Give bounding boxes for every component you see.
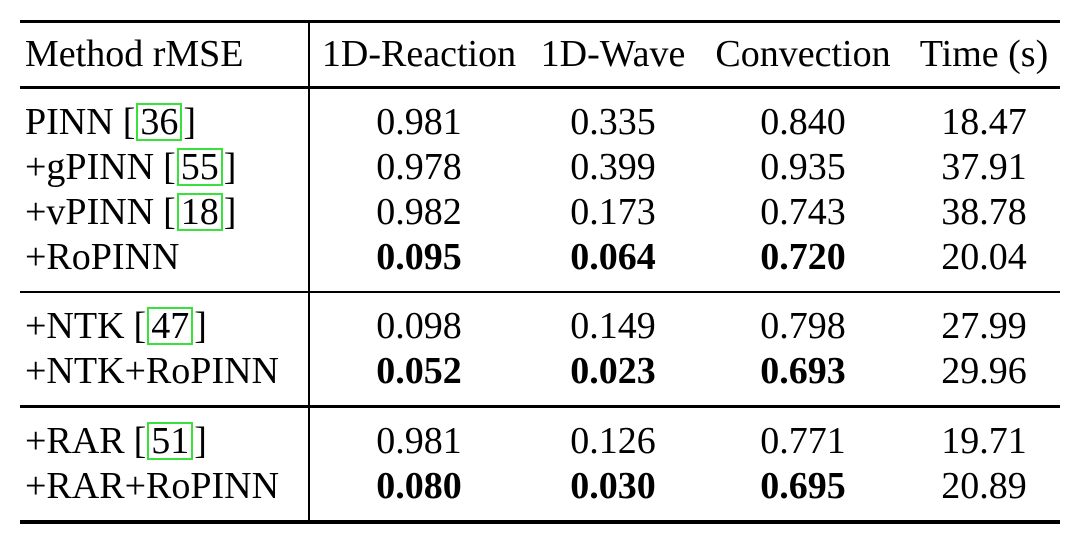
value-1d-reaction: 0.098 [376, 305, 462, 347]
value-time: 37.91 [941, 145, 1027, 188]
value-time: 19.71 [941, 419, 1027, 462]
value-1d-reaction: 0.978 [376, 145, 462, 188]
bracket-open: [ [122, 100, 136, 143]
value-1d-wave: 0.023 [570, 350, 656, 392]
method-label: +RAR+RoPINN [25, 464, 280, 507]
value-time: 29.96 [941, 350, 1027, 392]
value-convection: 0.695 [760, 464, 846, 507]
method-label: +RoPINN [25, 235, 180, 278]
column-divider [308, 88, 310, 291]
column-divider [308, 293, 310, 405]
table-row-rar: +RAR[51] 0.981 0.126 0.771 19.71 [20, 419, 1060, 464]
value-1d-reaction: 0.981 [376, 419, 462, 462]
column-divider [308, 407, 310, 520]
value-convection: 0.771 [760, 419, 846, 462]
table-row-gpinn: +gPINN[55] 0.978 0.399 0.935 37.91 [20, 145, 1060, 190]
value-convection: 0.720 [760, 235, 846, 278]
bracket-open: [ [163, 190, 176, 233]
table-row-ropinn: +RoPINN 0.095 0.064 0.720 20.04 [20, 235, 1060, 280]
value-1d-wave: 0.126 [570, 419, 656, 462]
citation-link[interactable]: 36 [136, 102, 183, 141]
table-row-ntk: +NTK[47] 0.098 0.149 0.798 27.99 [20, 304, 1060, 349]
value-time: 20.89 [941, 464, 1027, 507]
bracket-close: ] [183, 100, 196, 143]
citation-link[interactable]: 47 [147, 307, 194, 345]
table-row-ntk-ropinn: +NTK+RoPINN 0.052 0.023 0.693 29.96 [20, 349, 1060, 394]
bracket-close: ] [194, 305, 207, 347]
value-1d-reaction: 0.052 [376, 350, 462, 392]
column-divider [308, 23, 310, 86]
bracket-close: ] [223, 145, 237, 188]
method-cell: +gPINN[55] [20, 145, 310, 190]
table-rule-bottom [20, 519, 1060, 524]
value-time: 20.04 [941, 235, 1027, 278]
citation-link[interactable]: 55 [176, 147, 223, 186]
value-convection: 0.743 [760, 190, 846, 233]
header-method-rmse: Method rMSE [25, 33, 244, 75]
method-label: +NTK+RoPINN [25, 350, 279, 392]
table-row-vpinn: +vPINN[18] 0.982 0.173 0.743 38.78 [20, 190, 1060, 235]
value-convection: 0.935 [760, 145, 846, 188]
results-table: Method rMSE 1D-Reaction 1D-Wave Convecti… [20, 20, 1060, 524]
method-cell: PINN[36] [20, 100, 310, 145]
method-label: +NTK [25, 305, 125, 347]
table-rule-after-header [20, 86, 1060, 89]
citation: [18] [163, 191, 236, 233]
value-convection: 0.693 [760, 350, 846, 392]
method-cell: +vPINN[18] [20, 190, 310, 235]
method-cell: +NTK[47] [20, 304, 310, 349]
citation: [47] [134, 305, 207, 347]
value-1d-wave: 0.335 [570, 100, 656, 143]
table-row-rar-ropinn: +RAR+RoPINN 0.080 0.030 0.695 20.89 [20, 464, 1060, 509]
value-1d-wave: 0.149 [570, 305, 656, 347]
method-cell: +RAR+RoPINN [20, 464, 310, 509]
value-time: 27.99 [941, 305, 1027, 347]
value-1d-wave: 0.399 [570, 145, 656, 188]
citation: [51] [134, 420, 207, 462]
bracket-close: ] [223, 190, 237, 233]
header-1d-wave: 1D-Wave [540, 33, 686, 75]
value-convection: 0.798 [760, 305, 846, 347]
value-1d-reaction: 0.982 [376, 190, 462, 233]
table-group-rar: +RAR[51] 0.981 0.126 0.771 19.71 +RAR+Ro… [20, 407, 1060, 520]
table-rule-group-1 [20, 290, 1060, 293]
value-time: 38.78 [941, 190, 1027, 233]
method-cell: +RAR[51] [20, 419, 310, 464]
citation: [36] [123, 101, 196, 143]
value-1d-wave: 0.030 [570, 464, 656, 507]
table-group-ntk: +NTK[47] 0.098 0.149 0.798 27.99 +NTK+Ro… [20, 293, 1060, 405]
method-label: PINN [25, 100, 114, 143]
value-1d-wave: 0.173 [570, 190, 656, 233]
bracket-open: [ [133, 305, 147, 347]
table-group-baselines: PINN[36] 0.981 0.335 0.840 18.47 +gPINN[… [20, 88, 1060, 291]
value-time: 18.47 [941, 100, 1027, 143]
citation: [55] [163, 146, 236, 188]
bracket-open: [ [163, 145, 176, 188]
table-row-pinn: PINN[36] 0.981 0.335 0.840 18.47 [20, 100, 1060, 145]
header-convection: Convection [715, 33, 891, 75]
value-1d-reaction: 0.981 [376, 100, 462, 143]
header-row: Method rMSE 1D-Reaction 1D-Wave Convecti… [20, 23, 1060, 86]
header-time: Time (s) [919, 33, 1049, 75]
table-header: Method rMSE 1D-Reaction 1D-Wave Convecti… [20, 23, 1060, 86]
citation-link[interactable]: 18 [176, 192, 223, 231]
method-label: +RAR [25, 419, 125, 462]
bracket-close: ] [194, 419, 207, 462]
header-1d-reaction: 1D-Reaction [321, 33, 517, 75]
table-rule-top [20, 20, 1060, 23]
value-convection: 0.840 [760, 100, 846, 143]
method-cell: +RoPINN [20, 235, 310, 280]
value-1d-reaction: 0.095 [376, 235, 462, 278]
method-label: +gPINN [25, 145, 155, 188]
value-1d-reaction: 0.080 [376, 464, 462, 507]
method-label: +vPINN [25, 190, 155, 233]
method-cell: +NTK+RoPINN [20, 349, 310, 394]
citation-link[interactable]: 51 [147, 421, 194, 460]
value-1d-wave: 0.064 [570, 235, 656, 278]
table-rule-group-2 [20, 405, 1060, 408]
bracket-open: [ [133, 419, 147, 462]
